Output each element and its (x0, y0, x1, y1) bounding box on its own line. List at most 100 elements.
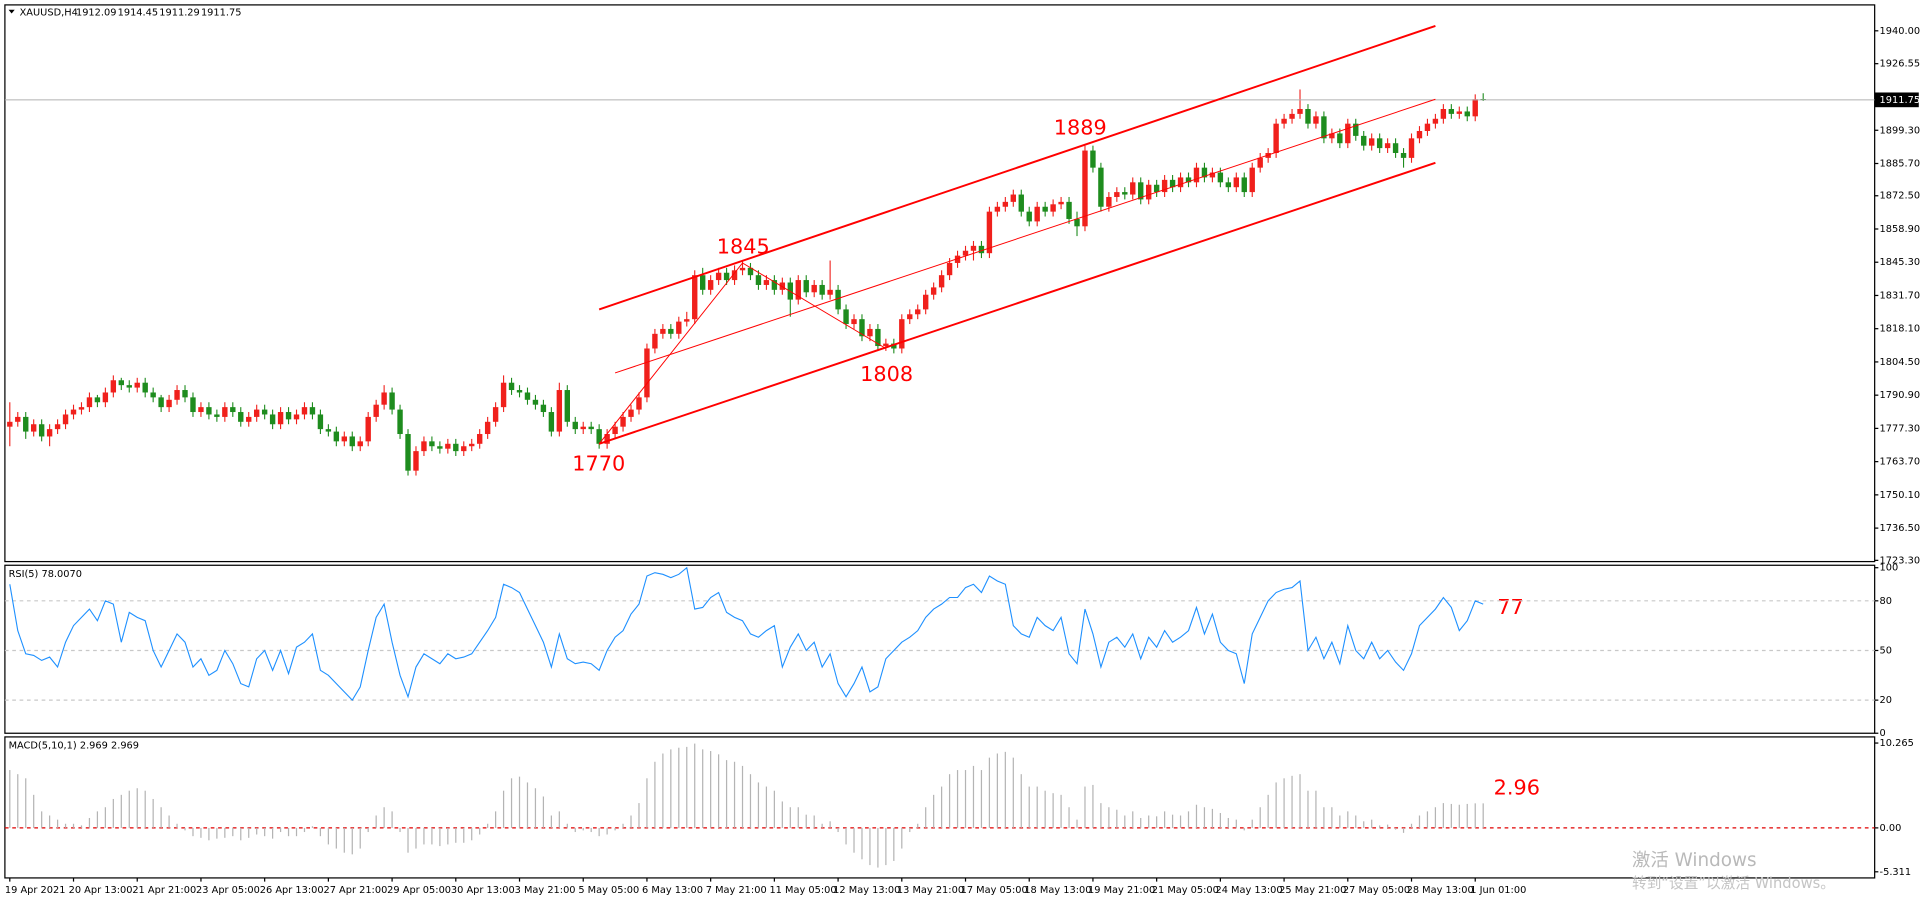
x-tick-label: 17 May 05:00 (961, 885, 1028, 896)
annotation: 1770 (572, 452, 625, 476)
candle-body (692, 275, 698, 320)
candle-body (54, 424, 61, 430)
candle-body (214, 414, 220, 417)
candle-body (508, 382, 515, 391)
macd-panel-frame (4, 736, 1876, 879)
candle-body (1018, 194, 1024, 212)
candle-body (190, 397, 196, 413)
y-tick-label: 10.265 (1880, 738, 1914, 749)
candle-body (628, 409, 634, 417)
candle-body (907, 314, 913, 320)
candle-body (15, 416, 21, 422)
candle-body (1138, 182, 1144, 200)
x-tick-label: 21 May 05:00 (1152, 885, 1219, 896)
y-tick-label: 1926.55 (1880, 59, 1920, 70)
candle-body (684, 319, 690, 322)
candle-body (1082, 150, 1088, 227)
x-tick-label: 1 Jun 01:00 (1470, 885, 1526, 896)
candle-body (978, 245, 985, 254)
y-tick-label: 1723.30 (1880, 555, 1920, 566)
candle-body (930, 287, 937, 295)
watermark-subtitle: 转到“设置”以激活 Windows。 (1632, 875, 1835, 892)
x-tick-label: 20 Apr 13:00 (69, 885, 133, 896)
candle-body (1337, 133, 1343, 144)
candle-body (1456, 111, 1462, 114)
candle-body (660, 328, 666, 334)
trend-line (598, 262, 887, 445)
candle-body (1058, 201, 1064, 205)
x-tick-label: 18 May 13:00 (1024, 885, 1091, 896)
y-tick-label: 1845.30 (1880, 257, 1920, 268)
candle-body (922, 294, 929, 310)
candle-body (70, 409, 77, 415)
candle-body (1305, 109, 1311, 124)
candle-body (556, 390, 563, 432)
candle-body (1424, 123, 1431, 131)
annotation: 1808 (860, 362, 913, 386)
candle-body (516, 390, 523, 393)
y-tick-label: 80 (1880, 596, 1892, 607)
candle-body (1169, 179, 1176, 188)
y-tick-label: 1750.10 (1880, 490, 1920, 501)
ohlc-close: 1911.75 (201, 7, 242, 18)
candle-body (588, 426, 594, 430)
candle-body (1122, 192, 1128, 195)
annotation: 77 (1497, 595, 1524, 619)
x-tick-label: 19 Apr 2021 (5, 885, 66, 896)
main-panel-frame (4, 4, 1876, 563)
candle-body (644, 348, 650, 398)
last-price-label: 1911.75 (1880, 95, 1920, 106)
candle-body (357, 441, 363, 447)
candle-body (970, 245, 977, 251)
candle-body (429, 441, 435, 447)
candle-body (285, 412, 292, 420)
candle-body (182, 390, 188, 398)
candle-body (875, 328, 881, 347)
candle-body (739, 267, 746, 271)
candle-body (389, 392, 395, 410)
x-tick-label: 24 May 13:00 (1215, 885, 1282, 896)
candle-body (1257, 157, 1263, 168)
x-tick-label: 13 May 21:00 (897, 885, 964, 896)
candle-body (261, 409, 268, 415)
candle-body (835, 289, 841, 310)
candle-body (851, 319, 857, 325)
menu-arrow (8, 9, 15, 14)
y-tick-label: 1777.30 (1880, 423, 1920, 434)
candle-body (1217, 172, 1224, 183)
candle-body (110, 380, 117, 393)
candle-body (86, 397, 93, 408)
y-tick-label: 1804.50 (1880, 357, 1920, 368)
candle-body (1440, 109, 1447, 119)
candle-body (532, 399, 539, 405)
candle-body (1066, 201, 1072, 219)
macd-title: MACD(5,10,1) 2.969 2.969 (9, 741, 139, 752)
candle-body (1098, 167, 1104, 207)
candle-body (301, 407, 308, 415)
candle-body (158, 397, 164, 408)
candle-body (397, 409, 403, 435)
candle-body (476, 434, 483, 444)
candle-body (1361, 135, 1367, 146)
candle-body (1042, 206, 1048, 212)
ohlc-low: 1911.29 (159, 7, 200, 18)
candle-body (596, 429, 602, 444)
candle-body (1233, 177, 1239, 188)
candle-body (38, 424, 45, 437)
y-tick-label: 1818.10 (1880, 324, 1920, 335)
candle-body (1130, 182, 1136, 195)
candle-body (30, 424, 37, 432)
candle-body (867, 328, 873, 337)
x-tick-label: 30 Apr 13:00 (451, 885, 515, 896)
x-tick-label: 21 Apr 21:00 (132, 885, 196, 896)
candle-body (405, 434, 411, 471)
candle-body (604, 434, 610, 444)
candle-body (500, 382, 507, 408)
y-tick-label: 1872.50 (1880, 191, 1920, 202)
candle-body (747, 267, 754, 276)
candle-body (198, 407, 204, 413)
candle-body (986, 211, 993, 254)
